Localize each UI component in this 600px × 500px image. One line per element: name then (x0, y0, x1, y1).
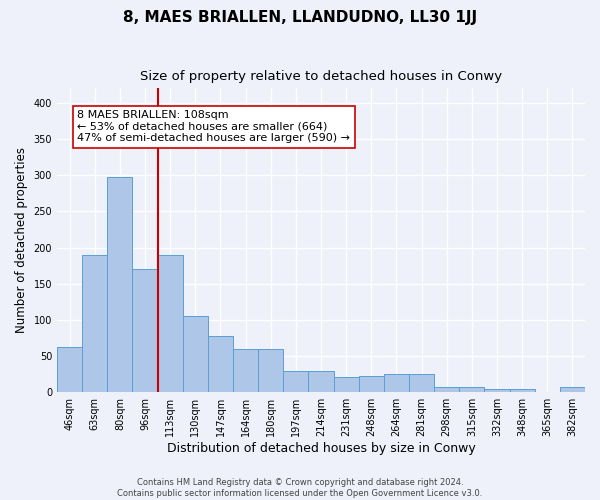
Bar (82, 255, 107, 392)
Bar (560, 388, 585, 392)
Bar (107, 178, 133, 392)
Bar (509, 390, 535, 392)
Bar (57, 346, 82, 393)
Bar (484, 388, 509, 392)
Bar (208, 336, 233, 392)
Bar (409, 374, 434, 392)
Bar (233, 349, 258, 393)
Y-axis label: Number of detached properties: Number of detached properties (15, 148, 28, 334)
Bar (183, 316, 208, 392)
Bar (283, 370, 308, 392)
Bar (133, 270, 158, 392)
Bar (158, 255, 183, 392)
Bar (434, 386, 459, 392)
Text: Contains HM Land Registry data © Crown copyright and database right 2024.
Contai: Contains HM Land Registry data © Crown c… (118, 478, 482, 498)
Text: 8 MAES BRIALLEN: 108sqm
← 53% of detached houses are smaller (664)
47% of semi-d: 8 MAES BRIALLEN: 108sqm ← 53% of detache… (77, 110, 350, 143)
Bar (384, 374, 409, 392)
Bar (359, 376, 384, 392)
X-axis label: Distribution of detached houses by size in Conwy: Distribution of detached houses by size … (167, 442, 475, 455)
Bar (258, 349, 283, 393)
Bar (308, 370, 334, 392)
Title: Size of property relative to detached houses in Conwy: Size of property relative to detached ho… (140, 70, 502, 83)
Bar (459, 388, 484, 392)
Text: 8, MAES BRIALLEN, LLANDUDNO, LL30 1JJ: 8, MAES BRIALLEN, LLANDUDNO, LL30 1JJ (123, 10, 477, 25)
Bar (334, 377, 359, 392)
